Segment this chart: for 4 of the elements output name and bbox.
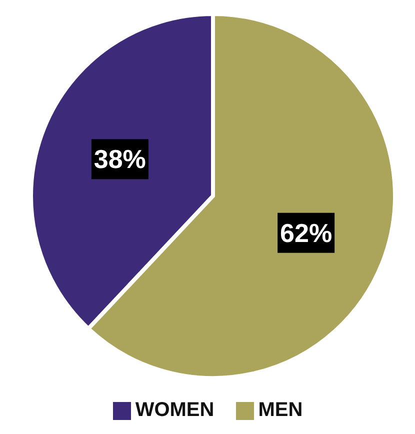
legend-label: MEN [258,399,303,422]
data-label: 38% [94,144,146,174]
legend-label: WOMEN [135,399,214,422]
data-label: 62% [280,218,332,248]
